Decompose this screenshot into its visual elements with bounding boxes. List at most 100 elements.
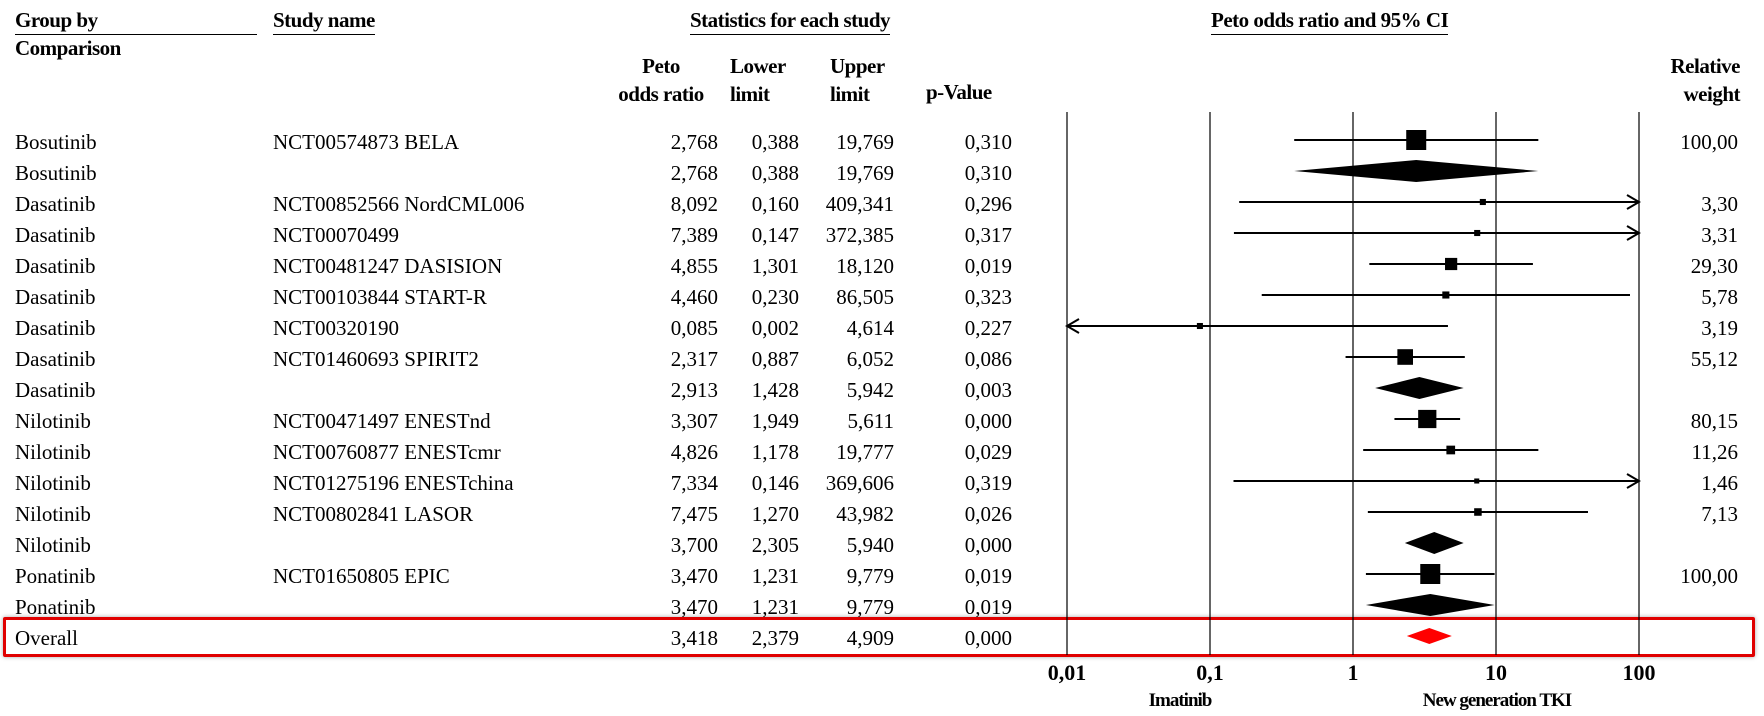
lower-limit-cell: 0,388	[751, 161, 799, 185]
odds-ratio-cell: 4,826	[670, 440, 718, 464]
study-name-cell: NCT00481247 DASISION	[273, 254, 503, 278]
upper-limit-cell: 9,779	[846, 595, 894, 619]
lower-limit-cell: 0,160	[751, 192, 799, 216]
subtotal-diamond	[1365, 594, 1495, 616]
p-value-cell: 0,000	[964, 533, 1012, 557]
x-tick-label: 0,01	[1047, 660, 1087, 685]
ci-arrow-right	[1626, 225, 1641, 241]
upper-limit-cell: 372,385	[825, 223, 894, 247]
p-value-cell: 0,019	[964, 564, 1012, 588]
odds-ratio-cell: 3,307	[670, 409, 718, 433]
table-row: Dasatinib NCT00320190 0,085 0,002 4,614 0,227	[0, 312, 1050, 343]
odds-ratio-cell: 2,317	[670, 347, 718, 371]
plot-title-header: Peto odds ratio and 95% CI	[1211, 8, 1449, 35]
odds-ratio-cell: 7,475	[670, 502, 718, 526]
group-cell: Dasatinib	[15, 347, 96, 371]
relative-weight-header: Relative weight	[1671, 52, 1741, 108]
upper-limit-cell: 5,942	[846, 378, 894, 402]
point-estimate-square	[1446, 445, 1456, 455]
table-row: Dasatinib NCT00070499 7,389 0,147 372,385 0,3…	[0, 219, 1050, 250]
lower-limit-cell: 1,949	[751, 409, 799, 433]
subtotal-row: Nilotinib 3,700 2,305 5,940 0,000	[0, 529, 1050, 560]
study-name-cell: NCT00320190	[273, 316, 399, 340]
comparison-header: Comparison	[15, 36, 121, 60]
statistics-header: Statistics for each study	[690, 8, 891, 35]
odds-ratio-cell: 3,470	[670, 595, 718, 619]
group-by-header: Group by	[15, 8, 98, 33]
p-value-cell: 0,310	[964, 130, 1012, 154]
x-tick-label: 1	[1347, 660, 1359, 685]
group-cell: Bosutinib	[15, 161, 97, 185]
upper-limit-cell: 86,505	[836, 285, 894, 309]
lower-limit-cell: 0,002	[751, 316, 799, 340]
study-name-cell: NCT00574873 BELA	[273, 130, 460, 154]
lower-limit-cell: 1,301	[751, 254, 799, 278]
relative-weight-cell: 55,12	[1690, 347, 1738, 371]
table-row: Dasatinib NCT00103844 START-R 4,460 0,230 86…	[0, 281, 1050, 312]
group-by-underline	[15, 34, 257, 35]
odds-ratio-cell: 7,389	[670, 223, 718, 247]
upper-limit-header-line2: limit	[830, 82, 870, 106]
relative-weight-cell: 7,13	[1701, 502, 1738, 526]
upper-limit-cell: 4,614	[846, 316, 894, 340]
study-name-cell: NCT00471497 ENESTnd	[273, 409, 491, 433]
upper-limit-cell: 18,120	[836, 254, 894, 278]
table-row: Dasatinib NCT01460693 SPIRIT2 2,317 0,887 6,…	[0, 343, 1050, 374]
overall-highlight-box	[3, 617, 1755, 657]
relative-weight-cell: 100,00	[1680, 130, 1738, 154]
upper-limit-cell: 409,341	[825, 192, 894, 216]
upper-limit-header-line1: Upper	[830, 54, 885, 78]
subtotal-row: Dasatinib 2,913 1,428 5,942 0,003	[0, 374, 1050, 405]
x-tick-label: 0,1	[1196, 660, 1224, 685]
group-cell: Dasatinib	[15, 285, 96, 309]
p-value-cell: 0,003	[964, 378, 1012, 402]
table-row: Nilotinib NCT00471497 ENESTnd 3,307 1,949 5,…	[0, 405, 1050, 436]
group-by-label: Group by	[15, 8, 98, 32]
study-name-cell: NCT00103844 START-R	[273, 285, 487, 309]
overall-row: Overall 3,418 2,379 4,909 0,000	[0, 622, 1050, 653]
relative-weight-cell: 1,46	[1701, 471, 1738, 495]
group-cell: Dasatinib	[15, 378, 96, 402]
x-tick-label: 100	[1622, 660, 1656, 685]
study-name-cell: NCT00852566 NordCML006	[273, 192, 525, 216]
subtotal-diamond	[1404, 532, 1464, 554]
point-estimate-square	[1418, 409, 1437, 429]
p-value-cell: 0,019	[964, 595, 1012, 619]
study-name-header: Study name	[273, 8, 375, 35]
study-name-cell: NCT00802841 LASOR	[273, 502, 474, 526]
lower-limit-header-line2: limit	[730, 82, 770, 106]
odds-ratio-cell: 0,085	[670, 316, 718, 340]
table-row: Bosutinib NCT00574873 BELA 2,768 0,388 19,76…	[0, 126, 1050, 157]
group-cell: Dasatinib	[15, 254, 96, 278]
study-name-cell: NCT00070499	[273, 223, 399, 247]
point-estimate-square	[1474, 508, 1482, 516]
lower-limit-cell: 1,231	[751, 564, 799, 588]
peto-or-header-line1: Peto	[642, 54, 680, 78]
group-cell: Dasatinib	[15, 316, 96, 340]
subtotal-row: Bosutinib 2,768 0,388 19,769 0,310	[0, 157, 1050, 188]
group-cell: Dasatinib	[15, 192, 96, 216]
point-estimate-square	[1196, 322, 1203, 330]
footer-left-label: Imatinib	[1148, 690, 1213, 711]
point-estimate-square	[1474, 478, 1480, 484]
odds-ratio-cell: 2,913	[670, 378, 718, 402]
lower-limit-header-line1: Lower	[730, 54, 786, 78]
lower-limit-cell: 0,146	[751, 471, 799, 495]
p-value-cell: 0,227	[964, 316, 1012, 340]
odds-ratio-cell: 2,768	[670, 161, 718, 185]
group-cell: Ponatinib	[15, 564, 96, 588]
relative-weight-cell: 11,26	[1691, 440, 1738, 464]
upper-limit-cell: 369,606	[825, 471, 894, 495]
group-cell: Nilotinib	[15, 471, 91, 495]
group-cell: Nilotinib	[15, 409, 91, 433]
lower-limit-cell: 1,270	[751, 502, 799, 526]
p-value-cell: 0,026	[964, 502, 1012, 526]
point-estimate-square	[1445, 257, 1458, 271]
relative-weight-cell: 80,15	[1690, 409, 1738, 433]
point-estimate-square	[1479, 198, 1486, 206]
group-cell: Ponatinib	[15, 595, 96, 619]
footer-right-label: New generation TKI	[1422, 690, 1572, 711]
p-value-cell: 0,296	[964, 192, 1012, 216]
group-cell: Nilotinib	[15, 502, 91, 526]
subtotal-diamond	[1294, 160, 1539, 182]
